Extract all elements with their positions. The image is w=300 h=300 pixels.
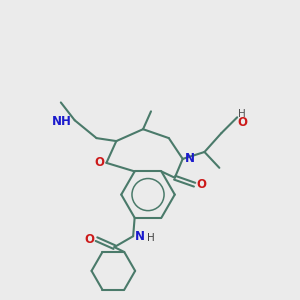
Text: O: O	[237, 116, 247, 129]
Text: H: H	[238, 109, 246, 119]
Text: N: N	[184, 152, 195, 165]
Text: O: O	[85, 233, 94, 246]
Text: N: N	[135, 230, 145, 243]
Text: NH: NH	[52, 115, 72, 128]
Text: O: O	[94, 156, 104, 170]
Text: O: O	[196, 178, 206, 191]
Text: H: H	[147, 233, 155, 243]
